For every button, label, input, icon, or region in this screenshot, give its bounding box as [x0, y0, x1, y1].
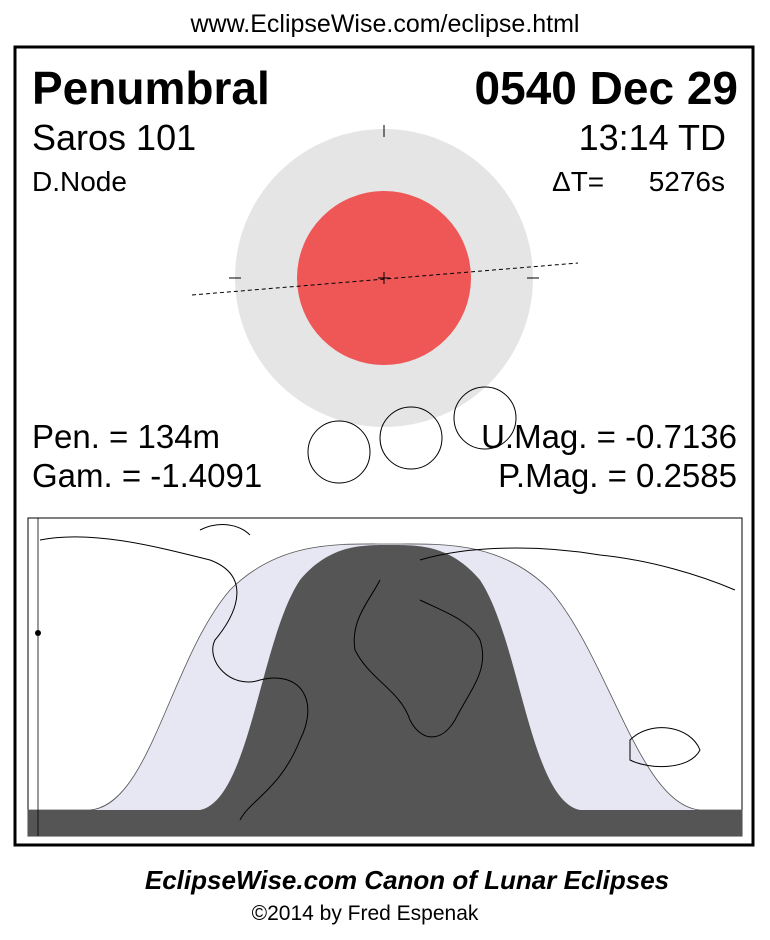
- moon-path: [191, 262, 579, 296]
- frame: [13, 45, 755, 847]
- delta-t: 5276s: [649, 166, 725, 197]
- penumbral-mag: P.Mag. = 0.2585: [498, 457, 737, 494]
- moon-positions: [307, 386, 517, 484]
- visibility-map: [27, 517, 743, 837]
- eclipse-date: 0540 Dec 29: [475, 62, 738, 114]
- eclipse-type: Penumbral: [32, 62, 270, 114]
- gamma: Gam. = -1.4091: [32, 457, 262, 494]
- saros: Saros 101: [32, 117, 196, 158]
- umbral-mag: U.Mag. = -0.7136: [481, 418, 737, 455]
- url: www.EclipseWise.com/eclipse.html: [190, 10, 580, 38]
- footer-title: EclipseWise.com Canon of Lunar Eclipses: [145, 865, 669, 895]
- delta-t-label: ΔT=: [552, 166, 604, 197]
- time: 13:14 TD: [579, 117, 726, 158]
- pen-duration: Pen. = 134m: [32, 418, 220, 455]
- copyright: ©2014 by Fred Espenak: [252, 902, 479, 925]
- axis-ticks: [229, 125, 539, 284]
- node: D.Node: [32, 166, 127, 197]
